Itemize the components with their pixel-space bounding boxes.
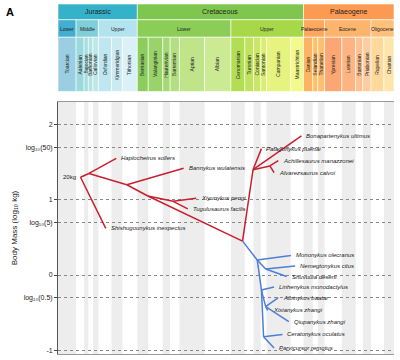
svg-text:Campanian: Campanian [275, 51, 281, 77]
svg-text:Shishugounykus inexpectus: Shishugounykus inexpectus [111, 225, 185, 231]
svg-text:Body Mass (log₁₀ kg): Body Mass (log₁₀ kg) [10, 190, 19, 265]
svg-text:Hauterivian: Hauterivian [163, 52, 169, 78]
svg-text:Upper: Upper [111, 26, 125, 32]
svg-text:Xixianykus zhangi: Xixianykus zhangi [273, 307, 323, 313]
svg-text:2: 2 [49, 121, 53, 128]
svg-text:Bonapartenykus ultimus: Bonapartenykus ultimus [306, 133, 370, 139]
svg-text:Ceratonykus oculatus: Ceratonykus oculatus [287, 331, 345, 337]
svg-text:Alvarezsaurus calvoi: Alvarezsaurus calvoi [279, 170, 336, 176]
svg-text:Parvicursor remotus: Parvicursor remotus [279, 345, 333, 351]
svg-text:Priabonian: Priabonian [364, 52, 370, 76]
svg-text:Mononykus olecranus: Mononykus olecranus [296, 252, 354, 258]
svg-text:Santonian: Santonian [260, 53, 266, 76]
svg-text:Cretaceous: Cretaceous [202, 8, 238, 15]
svg-text:Shuvuuia deserti: Shuvuuia deserti [292, 274, 337, 280]
svg-text:Lower: Lower [177, 26, 191, 32]
svg-text:Bannykus wulatensis: Bannykus wulatensis [189, 165, 245, 171]
svg-text:Albian: Albian [214, 57, 220, 71]
svg-text:Oxfordian: Oxfordian [102, 53, 108, 75]
svg-text:Palaeogene: Palaeogene [330, 8, 367, 16]
svg-text:Maastrichtian: Maastrichtian [294, 50, 300, 80]
svg-text:Rupelian: Rupelian [374, 55, 380, 75]
svg-text:log₁₀(50): log₁₀(50) [26, 144, 53, 152]
svg-text:log₁₀(0.5): log₁₀(0.5) [24, 294, 53, 302]
svg-text:Turonian: Turonian [246, 55, 252, 75]
svg-text:Oligocene: Oligocene [371, 26, 394, 32]
svg-text:Thanetian: Thanetian [318, 53, 324, 75]
svg-text:Chattian: Chattian [386, 55, 392, 74]
svg-text:Bajocian: Bajocian [83, 54, 89, 73]
svg-text:Patagonykus puertai: Patagonykus puertai [266, 146, 321, 152]
svg-text:A: A [6, 6, 14, 18]
svg-text:Haplocheirus sollers: Haplocheirus sollers [121, 155, 175, 161]
svg-text:Nemegtonykus citus: Nemegtonykus citus [300, 263, 354, 269]
svg-text:Callovian: Callovian [92, 54, 98, 75]
svg-text:Bathonian: Bathonian [87, 53, 93, 76]
svg-text:Tithonian: Tithonian [126, 55, 132, 76]
svg-text:Kimmeridgian: Kimmeridgian [114, 49, 120, 80]
svg-text:0: 0 [49, 271, 53, 278]
svg-text:Middle: Middle [80, 26, 95, 32]
svg-text:20kg: 20kg [63, 174, 76, 180]
svg-text:Selandian: Selandian [312, 53, 318, 75]
svg-text:Xiyunykus pengi: Xiyunykus pengi [201, 195, 246, 201]
svg-text:Lower: Lower [60, 26, 74, 32]
svg-text:Ypresian: Ypresian [330, 55, 336, 75]
svg-text:Jurassic: Jurassic [85, 8, 111, 15]
svg-text:log₁₀(5): log₁₀(5) [30, 219, 53, 227]
svg-text:Palaeocene: Palaeocene [301, 26, 328, 32]
svg-text:Berriasian: Berriasian [139, 53, 145, 76]
svg-text:Barremian: Barremian [171, 53, 177, 76]
svg-text:Cenomanian: Cenomanian [235, 51, 241, 80]
svg-text:Linhenykus monodactylus: Linhenykus monodactylus [279, 284, 348, 290]
svg-text:Aalenian: Aalenian [77, 55, 83, 75]
svg-text:Aptian: Aptian [189, 57, 195, 71]
svg-text:Valanginian: Valanginian [152, 51, 158, 77]
svg-text:1: 1 [49, 196, 53, 203]
svg-text:Qiupanykus zhangi: Qiupanykus zhangi [294, 319, 346, 325]
svg-text:Upper: Upper [260, 26, 274, 32]
svg-text:Lutetian: Lutetian [345, 55, 351, 73]
svg-text:Achillesaurus manazzonei: Achillesaurus manazzonei [283, 158, 354, 164]
svg-text:Toarcian: Toarcian [64, 54, 70, 73]
svg-text:Coniacian: Coniacian [254, 53, 260, 75]
svg-text:Bartonian: Bartonian [356, 54, 362, 76]
svg-text:-1: -1 [46, 347, 52, 354]
svg-text:Danian: Danian [305, 56, 311, 72]
svg-text:Albinykus baatar: Albinykus baatar [283, 295, 329, 301]
svg-text:Eocene: Eocene [339, 26, 356, 32]
svg-text:Tugulusaurus facilis: Tugulusaurus facilis [193, 206, 246, 212]
